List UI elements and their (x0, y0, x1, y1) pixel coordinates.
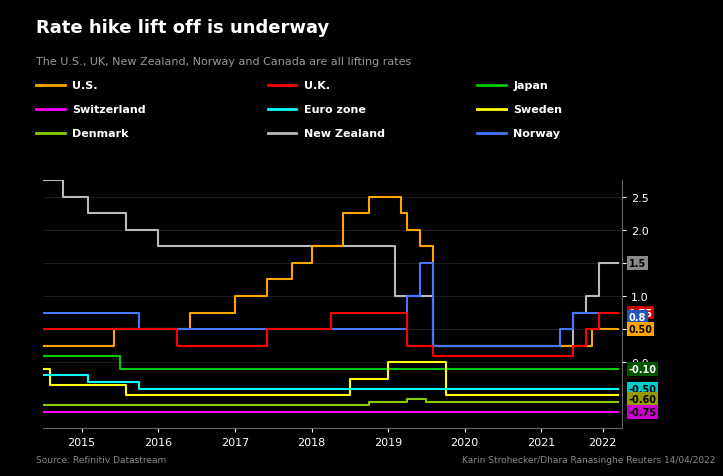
Text: Japan: Japan (513, 81, 548, 90)
Text: -0.10: -0.10 (629, 364, 656, 374)
Text: 1.5: 1.5 (629, 258, 646, 268)
Text: Denmark: Denmark (72, 129, 129, 138)
Text: Rate hike lift off is underway: Rate hike lift off is underway (36, 19, 330, 37)
Text: U.S.: U.S. (72, 81, 98, 90)
Text: -0.60: -0.60 (629, 394, 656, 404)
Text: New Zealand: New Zealand (304, 129, 385, 138)
Text: U.K.: U.K. (304, 81, 330, 90)
Text: Norway: Norway (513, 129, 560, 138)
Text: Source: Refinitiv Datastream: Source: Refinitiv Datastream (36, 455, 166, 464)
Text: The U.S., UK, New Zealand, Norway and Canada are all lifting rates: The U.S., UK, New Zealand, Norway and Ca… (36, 57, 411, 67)
Text: 0.75: 0.75 (629, 308, 653, 318)
Text: Karin Strohecker/Dhara Ranasinghe Reuters 14/04/2022: Karin Strohecker/Dhara Ranasinghe Reuter… (463, 455, 716, 464)
Text: -0.50: -0.50 (629, 384, 656, 394)
Text: 0.50: 0.50 (629, 325, 653, 334)
Text: Euro zone: Euro zone (304, 105, 366, 114)
Text: -0.75: -0.75 (629, 407, 656, 417)
Text: 0.8: 0.8 (629, 313, 646, 323)
Text: Sweden: Sweden (513, 105, 562, 114)
Text: Switzerland: Switzerland (72, 105, 146, 114)
